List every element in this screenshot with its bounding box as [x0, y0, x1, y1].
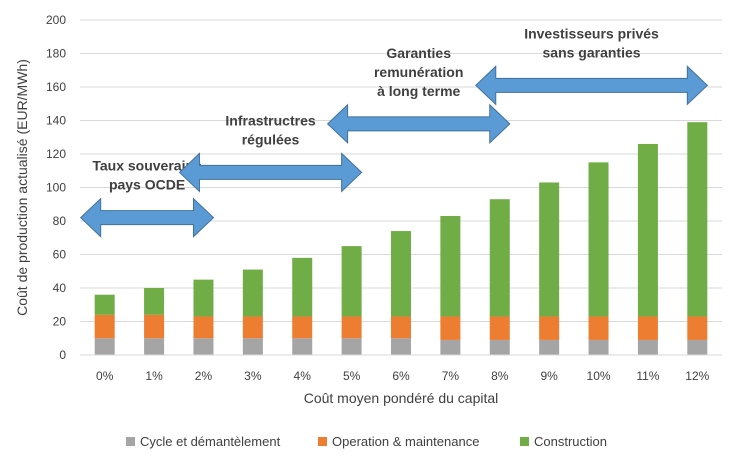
bar-segment-3: [242, 269, 263, 317]
y-axis-title: Coût de production actualisé (EUR/MWh): [14, 59, 30, 316]
x-tick-label: 1%: [145, 369, 163, 383]
bar-segment-2: [637, 316, 658, 340]
bar-segment-3: [489, 199, 510, 317]
annotation-text: pays OCDE: [109, 177, 185, 193]
double-arrow: [79, 197, 215, 238]
annotation-text: remunération: [374, 64, 463, 80]
annotations: Taux souverains pays OCDE Infrastructres ré…: [79, 25, 709, 238]
y-tick-label: 160: [46, 80, 66, 94]
bar-segment-3: [193, 279, 214, 317]
y-tick-label: 60: [53, 248, 67, 262]
y-axis: 0 20 40 60 80 100 120 140 160 180 200: [46, 13, 66, 362]
x-tick-label: 7%: [442, 369, 460, 383]
annotation-text: Infrastructres: [225, 112, 315, 128]
bar-segment-3: [588, 162, 609, 317]
x-tick-label: 3%: [244, 369, 262, 383]
legend-swatch: [520, 437, 529, 446]
legend: Cycle et démantèlement Operation & mainte…: [126, 434, 607, 449]
bar-segment-2: [94, 314, 115, 339]
annotation-text: Garanties: [386, 45, 451, 61]
bar-segment-1: [391, 338, 411, 355]
y-tick-label: 20: [53, 315, 67, 329]
bar-segment-1: [637, 339, 658, 355]
bar-segment-2: [341, 316, 362, 339]
y-tick-label: 0: [59, 348, 66, 362]
x-tick-label: 10%: [587, 369, 611, 383]
x-tick-label: 8%: [491, 369, 509, 383]
y-tick-label: 40: [53, 281, 67, 295]
bar-segment-1: [94, 338, 115, 355]
legend-label: Cycle et démantèlement: [140, 434, 281, 449]
bar-segment-2: [144, 314, 165, 339]
x-tick-label: 4%: [294, 369, 312, 383]
double-arrow: [475, 65, 709, 106]
bar-segment-1: [489, 339, 510, 355]
bar-segment-1: [242, 338, 263, 355]
bar-segment-2: [391, 316, 411, 339]
bar-segment-3: [637, 143, 658, 317]
bar-segment-3: [391, 231, 411, 317]
legend-swatch: [318, 437, 327, 446]
legend-label: Construction: [534, 434, 607, 449]
bar-segment-2: [193, 316, 214, 339]
x-tick-label: 5%: [343, 369, 361, 383]
y-tick-label: 200: [46, 13, 66, 27]
bar-segment-1: [341, 338, 362, 355]
bar-segment-1: [193, 338, 214, 355]
annotation-text: Investisseurs privés: [524, 25, 659, 41]
x-tick-label: 2%: [195, 369, 213, 383]
bar-segment-1: [144, 338, 165, 355]
bar-segment-2: [489, 316, 510, 340]
legend-swatch: [126, 437, 135, 446]
y-tick-label: 180: [46, 47, 66, 61]
bar-segment-2: [539, 316, 560, 340]
y-tick-label: 80: [53, 214, 67, 228]
x-axis-title: Coût moyen pondéré du capital: [304, 390, 499, 406]
y-tick-label: 100: [46, 181, 66, 195]
annotation-text: régulées: [242, 131, 300, 147]
bar-segment-2: [440, 316, 461, 340]
bar-segment-1: [687, 339, 708, 355]
double-arrow: [326, 103, 511, 145]
x-tick-label: 0%: [96, 369, 114, 383]
annotation-text: à long terme: [377, 83, 460, 99]
bar-segment-3: [440, 215, 461, 317]
bar-segment-2: [687, 316, 708, 340]
bar-segment-3: [539, 182, 560, 317]
bar-segment-1: [292, 338, 313, 355]
x-axis: 0% 1% 2% 3% 4% 5% 6% 7% 8% 9% 10% 11% 12%: [96, 369, 710, 383]
bar-segment-3: [687, 122, 708, 317]
bar-segment-1: [440, 339, 461, 355]
bar-segment-3: [341, 246, 362, 317]
bar-segment-2: [242, 316, 263, 339]
bar-segment-2: [292, 316, 313, 339]
x-tick-label: 11%: [636, 369, 659, 383]
legend-label: Operation & maintenance: [332, 434, 479, 449]
annotation-text: sans garanties: [543, 44, 641, 60]
y-tick-label: 120: [46, 147, 66, 161]
bar-segment-2: [588, 316, 609, 340]
x-tick-label: 12%: [685, 369, 709, 383]
bar-segment-1: [539, 339, 560, 355]
x-tick-label: 9%: [540, 369, 558, 383]
y-tick-label: 140: [46, 114, 66, 128]
x-tick-label: 6%: [392, 369, 410, 383]
bar-segment-1: [588, 339, 609, 355]
double-arrow: [178, 152, 363, 193]
annotation-text: Taux souverains: [92, 158, 202, 174]
bar-segment-3: [144, 288, 165, 315]
bars: [94, 122, 708, 355]
bar-segment-3: [292, 257, 313, 317]
bar-segment-3: [94, 294, 115, 315]
